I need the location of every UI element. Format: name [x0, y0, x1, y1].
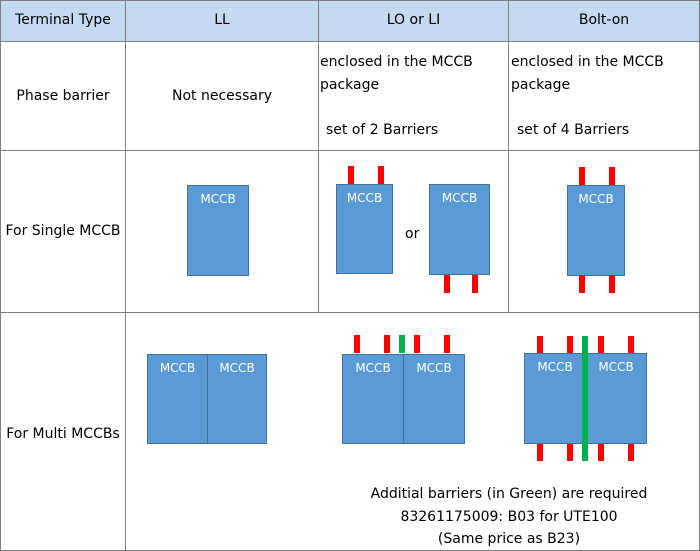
- barrier-green: [582, 336, 588, 461]
- barrier-red: [537, 336, 543, 354]
- barrier-red: [579, 167, 585, 185]
- grid-vline-2: [318, 0, 319, 312]
- barrier-red: [444, 275, 450, 293]
- phase-barrier-bolt-on-line3: set of 4 Barriers: [517, 122, 630, 138]
- row-label-phase-barrier: Phase barrier: [16, 88, 110, 104]
- mccb-label: MCCB: [578, 192, 614, 206]
- barrier-red: [628, 336, 634, 354]
- mccb-label: MCCB: [355, 361, 391, 375]
- mccb-label: MCCB: [346, 191, 383, 205]
- barrier-red: [609, 275, 615, 293]
- header-lo-li: LO or LI: [386, 12, 441, 28]
- header-bg-bolt-on: [509, 0, 699, 41]
- mccb-label: MCCB: [416, 361, 452, 375]
- row-label-single-mccb: For Single MCCB: [5, 223, 121, 239]
- phase-barrier-bolt-on-line2: package: [511, 77, 571, 93]
- mccb-multi-lo-right: MCCB: [403, 354, 465, 444]
- note-additional-barriers: Additial barriers (in Green) are require…: [370, 486, 648, 502]
- grid-hline-3: [0, 312, 700, 313]
- header-bg-terminal-type: [1, 0, 125, 41]
- barrier-green: [399, 335, 405, 353]
- grid-hline-0: [0, 0, 700, 1]
- barrier-red: [579, 275, 585, 293]
- grid-vline-1: [125, 0, 126, 551]
- note-part-number: 83261175009: B03 for UTE100: [400, 509, 618, 525]
- mccb-multi-ll-left: MCCB: [147, 354, 208, 444]
- mccb-label: MCCB: [200, 192, 236, 206]
- barrier-red: [628, 443, 634, 461]
- barrier-red: [567, 336, 573, 354]
- mccb-multi-bolt-on-left: MCCB: [524, 353, 586, 444]
- row-label-multi-mccbs: For Multi MCCBs: [6, 426, 120, 442]
- mccb-single-li: MCCB: [429, 184, 490, 275]
- barrier-red: [598, 336, 604, 354]
- barrier-red: [609, 167, 615, 185]
- header-bolt-on: Bolt-on: [578, 12, 630, 28]
- mccb-label: MCCB: [219, 361, 255, 375]
- header-ll: LL: [214, 12, 230, 28]
- barrier-red: [378, 166, 384, 184]
- mccb-single-ll: MCCB: [187, 185, 249, 276]
- phase-barrier-lo-li-line1: enclosed in the MCCB: [320, 54, 473, 70]
- mccb-multi-lo-left: MCCB: [342, 354, 404, 444]
- barrier-red: [414, 335, 420, 353]
- barrier-red: [567, 443, 573, 461]
- mccb-label: MCCB: [598, 360, 634, 374]
- barrier-red: [444, 335, 450, 353]
- barrier-red: [354, 335, 360, 353]
- mccb-single-lo: MCCB: [336, 184, 393, 274]
- barrier-red: [472, 275, 478, 293]
- header-terminal-type: Terminal Type: [15, 12, 111, 28]
- header-bg-lo-li: [319, 0, 508, 41]
- mccb-label: MCCB: [441, 191, 478, 205]
- mccb-label: MCCB: [159, 361, 196, 375]
- mccb-single-bolt-on: MCCB: [567, 185, 625, 276]
- barrier-red: [598, 443, 604, 461]
- barrier-red: [537, 443, 543, 461]
- phase-barrier-lo-li-line2: package: [320, 77, 380, 93]
- grid-vline-3: [508, 0, 509, 312]
- grid-vline-0: [0, 0, 1, 551]
- barrier-red: [384, 335, 390, 353]
- phase-barrier-bolt-on-line1: enclosed in the MCCB: [511, 54, 664, 70]
- mccb-multi-bolt-on-right: MCCB: [585, 353, 647, 444]
- grid-hline-2: [0, 150, 700, 151]
- phase-barrier-lo-li-line3: set of 2 Barriers: [326, 122, 439, 138]
- grid-hline-1: [0, 41, 700, 42]
- barrier-red: [348, 166, 354, 184]
- note-price: (Same price as B23): [437, 531, 581, 547]
- mccb-label: MCCB: [537, 360, 573, 374]
- header-bg-ll: [126, 0, 318, 41]
- or-text: or: [405, 226, 420, 242]
- mccb-multi-ll-right: MCCB: [207, 354, 267, 444]
- phase-barrier-ll: Not necessary: [172, 88, 272, 104]
